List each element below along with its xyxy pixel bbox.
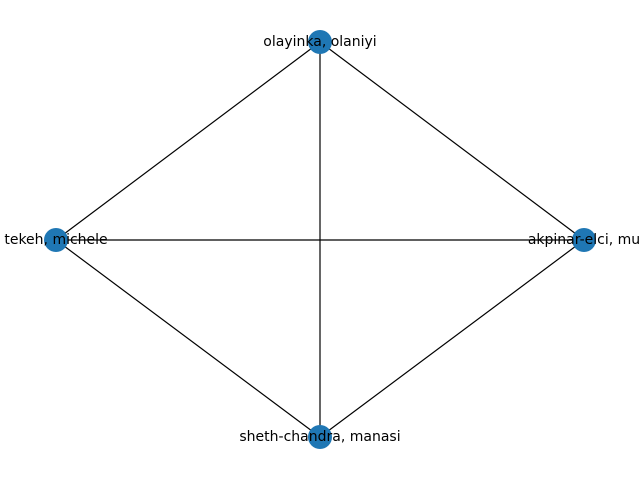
node-label-olayinka: olayinka, olaniyi — [263, 34, 376, 50]
node-label-sheth: sheth-chandra, manasi — [239, 429, 400, 445]
edge-olayinka-akpinar — [319, 41, 585, 241]
edge-akpinar-sheth — [319, 239, 585, 438]
node-olayinka — [308, 30, 332, 54]
node-tekeh — [44, 228, 68, 252]
labels-layer: olayinka, olaniyi akpinar-elci, mu sheth-c… — [4, 34, 640, 445]
node-sheth — [308, 425, 332, 449]
edges-layer — [55, 41, 585, 438]
node-label-tekeh: tekeh, michele — [4, 232, 107, 248]
edge-olayinka-tekeh — [55, 41, 321, 241]
node-label-akpinar: akpinar-elci, mu — [528, 232, 640, 248]
nodes-layer — [44, 30, 596, 449]
node-akpinar — [572, 228, 596, 252]
edge-tekeh-sheth — [55, 239, 321, 438]
